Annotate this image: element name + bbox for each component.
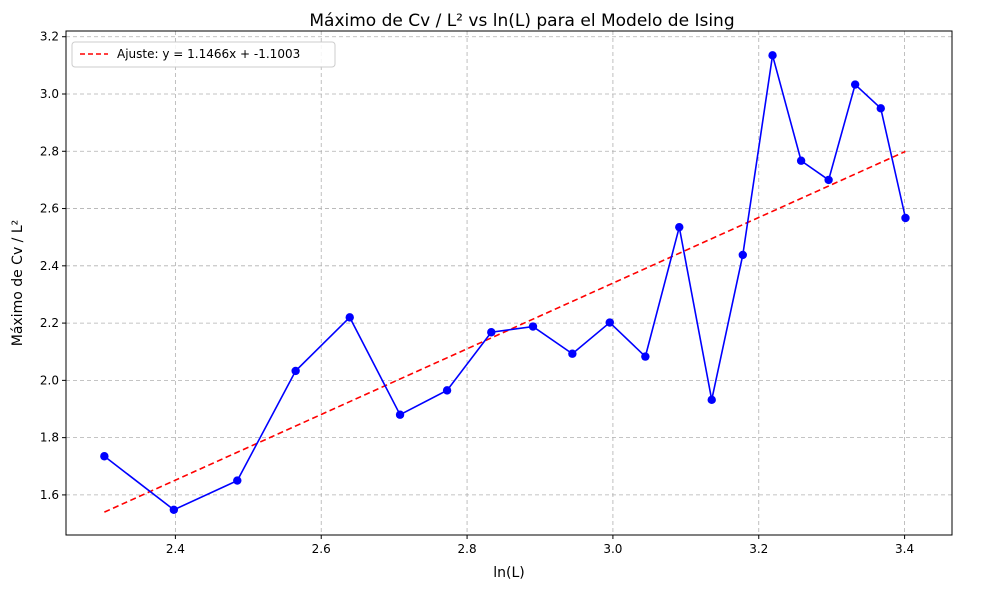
x-tick-label: 3.4 bbox=[895, 542, 914, 556]
x-tick-label: 2.6 bbox=[312, 542, 331, 556]
data-point bbox=[568, 349, 577, 358]
fit-line bbox=[104, 150, 906, 513]
plot-frame bbox=[65, 30, 953, 536]
data-point bbox=[824, 175, 833, 185]
data-series-group bbox=[100, 51, 910, 514]
y-axis-ticks: 1.6 1.8 2.0 2.2 2.4 2.6 2.8 3.0 3.2 bbox=[40, 30, 66, 502]
y-axis-label: Máximo de Cv / L² bbox=[10, 220, 26, 347]
chart-title: Máximo de Cv / L² vs ln(L) para el Model… bbox=[309, 11, 734, 31]
x-tick-label: 2.4 bbox=[166, 542, 185, 556]
data-point bbox=[233, 476, 242, 485]
y-tick-label: 1.6 bbox=[40, 488, 59, 502]
data-point bbox=[528, 322, 538, 331]
legend-fit-label: Ajuste: y = 1.1466x + -1.1003 bbox=[117, 47, 300, 61]
data-point bbox=[675, 222, 684, 232]
x-tick-label: 2.8 bbox=[458, 542, 477, 556]
data-point bbox=[876, 104, 885, 113]
data-point bbox=[169, 505, 179, 514]
grid bbox=[66, 31, 952, 535]
data-point bbox=[738, 250, 747, 260]
y-tick-label: 2.8 bbox=[40, 144, 59, 158]
data-point bbox=[850, 80, 860, 89]
y-tick-label: 3.0 bbox=[40, 87, 59, 101]
data-point bbox=[442, 386, 452, 395]
y-tick-label: 3.2 bbox=[40, 30, 59, 44]
data-point bbox=[291, 366, 300, 376]
x-tick-label: 3.2 bbox=[749, 542, 768, 556]
x-axis-label: ln(L) bbox=[493, 565, 525, 581]
y-tick-label: 2.2 bbox=[40, 316, 59, 330]
data-point bbox=[796, 156, 806, 165]
data-point bbox=[395, 410, 405, 419]
y-tick-label: 2.6 bbox=[40, 202, 59, 216]
data-point bbox=[605, 318, 614, 327]
legend-box bbox=[71, 41, 336, 68]
data-point bbox=[100, 452, 109, 461]
data-point bbox=[707, 395, 716, 405]
legend: Ajuste: y = 1.1466x + -1.1003 bbox=[71, 41, 336, 68]
y-tick-label: 1.8 bbox=[40, 431, 59, 445]
data-point bbox=[345, 313, 354, 322]
fit-line-group bbox=[104, 150, 906, 513]
x-axis-ticks: 2.4 2.6 2.8 3.0 3.2 3.4 bbox=[166, 535, 914, 556]
data-point bbox=[768, 51, 777, 60]
y-tick-label: 2.0 bbox=[40, 373, 59, 387]
data-point bbox=[487, 328, 496, 337]
data-point bbox=[901, 213, 910, 223]
data-point bbox=[641, 352, 650, 361]
y-tick-label: 2.4 bbox=[40, 259, 59, 273]
x-tick-label: 3.0 bbox=[603, 542, 622, 556]
